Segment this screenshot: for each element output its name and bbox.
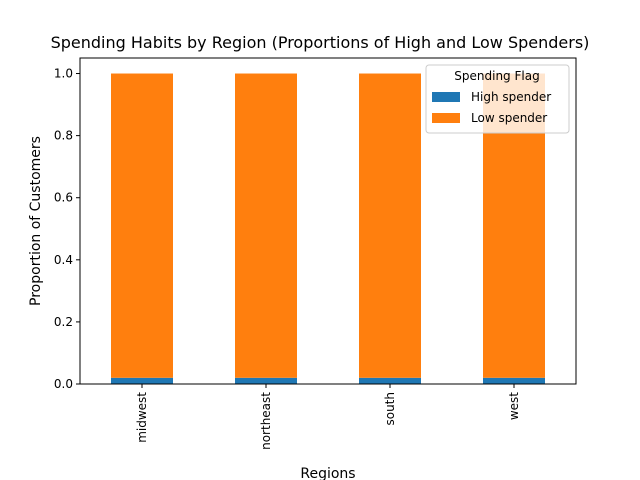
y-axis: 0.0 0.2 0.4 0.6 0.8 1.0 <box>54 67 80 391</box>
y-tick-label: 0.2 <box>54 315 73 329</box>
plot-frame <box>79 57 577 385</box>
legend-box <box>425 64 570 134</box>
bar-midwest-series-1 <box>111 73 173 378</box>
x-tick-label: northeast <box>259 392 273 450</box>
legend-label: High spender <box>471 90 551 104</box>
x-axis: midwest northeast south west <box>135 384 521 450</box>
legend-entries: High spender Low spender <box>432 90 551 125</box>
y-tick-label: 0.4 <box>54 253 73 267</box>
x-tick-label: midwest <box>135 392 149 443</box>
legend-title: Spending Flag <box>454 69 539 83</box>
y-axis-label: Proportion of Customers <box>28 136 44 306</box>
bar-midwest-series-0 <box>111 377 173 384</box>
x-axis-label: Regions <box>300 466 355 480</box>
y-tick-label: 0.6 <box>54 191 73 205</box>
bar-west-series-0 <box>483 377 545 384</box>
x-tick-label: south <box>383 392 397 426</box>
bar-south-series-1 <box>359 73 421 378</box>
bar-northeast-series-1 <box>235 73 297 378</box>
y-tick-label: 1.0 <box>54 67 73 81</box>
y-tick-label: 0.8 <box>54 129 73 143</box>
bar-south-series-0 <box>359 377 421 384</box>
x-tick-label: west <box>507 392 521 420</box>
legend-swatch <box>432 113 460 123</box>
legend: Spending Flag High spender Low spender <box>425 64 570 134</box>
y-tick-label: 0.0 <box>54 377 73 391</box>
chart-title: Spending Habits by Region (Proportions o… <box>51 33 590 52</box>
bar-northeast-series-0 <box>235 377 297 384</box>
legend-swatch <box>432 92 460 102</box>
legend-label: Low spender <box>471 111 547 125</box>
